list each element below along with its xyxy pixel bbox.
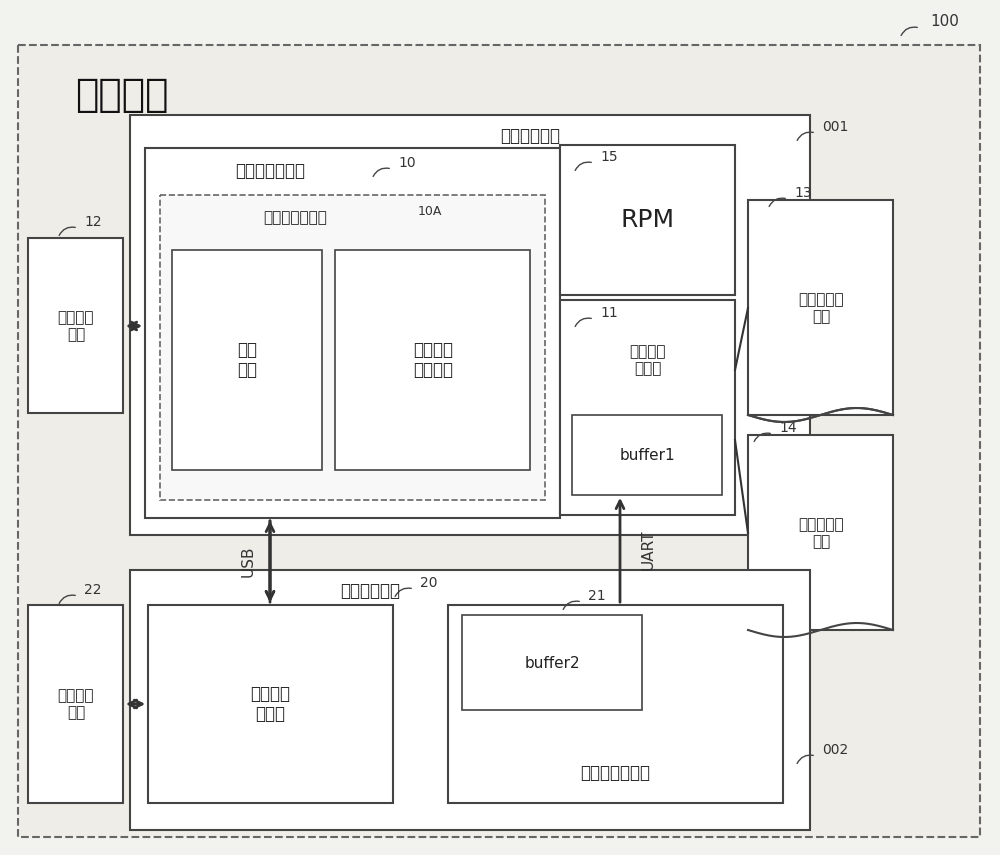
Bar: [448, 605, 783, 803]
Text: 第二调制解调器: 第二调制解调器: [580, 764, 650, 782]
Bar: [145, 148, 560, 518]
Text: buffer2: buffer2: [524, 656, 580, 670]
Text: 12: 12: [84, 215, 102, 229]
Text: RPM: RPM: [621, 208, 675, 232]
Text: 第一射频
模块: 第一射频 模块: [58, 310, 94, 342]
Bar: [572, 415, 722, 495]
Text: 第二射频
模块: 第二射频 模块: [58, 687, 94, 720]
Text: 第二用户识
别卡: 第二用户识 别卡: [798, 516, 844, 549]
Bar: [335, 250, 530, 470]
Bar: [172, 250, 322, 470]
Text: 22: 22: [84, 583, 102, 597]
Text: 002: 002: [822, 743, 848, 757]
Text: 移动终端: 移动终端: [75, 76, 168, 114]
Text: 10: 10: [398, 156, 416, 170]
Text: 存储
模块: 存储 模块: [237, 340, 257, 380]
Bar: [28, 238, 123, 413]
Bar: [130, 115, 810, 535]
Text: 虚拟片内
操作系统: 虚拟片内 操作系统: [413, 340, 453, 380]
Text: 15: 15: [600, 150, 618, 164]
Text: 11: 11: [600, 306, 618, 320]
Bar: [130, 570, 810, 830]
Text: 14: 14: [779, 421, 797, 435]
Text: 第二应用
处理器: 第二应用 处理器: [250, 685, 290, 723]
Text: 第二处理芯片: 第二处理芯片: [340, 582, 400, 600]
Text: UART: UART: [640, 530, 656, 570]
Text: buffer1: buffer1: [619, 447, 675, 463]
Text: 13: 13: [794, 186, 812, 200]
Text: 20: 20: [420, 576, 438, 590]
Bar: [560, 145, 735, 295]
Bar: [160, 195, 545, 500]
Text: 21: 21: [588, 589, 606, 603]
Text: 虚拟用户识别卡: 虚拟用户识别卡: [263, 210, 327, 225]
Text: 第一调制
解调器: 第一调制 解调器: [630, 344, 666, 376]
Text: 第一用户识
别卡: 第一用户识 别卡: [798, 292, 844, 324]
Text: USB: USB: [240, 545, 256, 577]
Bar: [462, 615, 642, 710]
Bar: [28, 605, 123, 803]
Text: 10A: 10A: [418, 204, 442, 217]
Text: 100: 100: [930, 15, 959, 30]
Bar: [748, 435, 893, 630]
Text: 001: 001: [822, 120, 848, 134]
Text: 第一应用处理器: 第一应用处理器: [235, 162, 305, 180]
Bar: [148, 605, 393, 803]
Bar: [748, 200, 893, 415]
Text: 第一处理芯片: 第一处理芯片: [500, 127, 560, 145]
Bar: [560, 300, 735, 515]
